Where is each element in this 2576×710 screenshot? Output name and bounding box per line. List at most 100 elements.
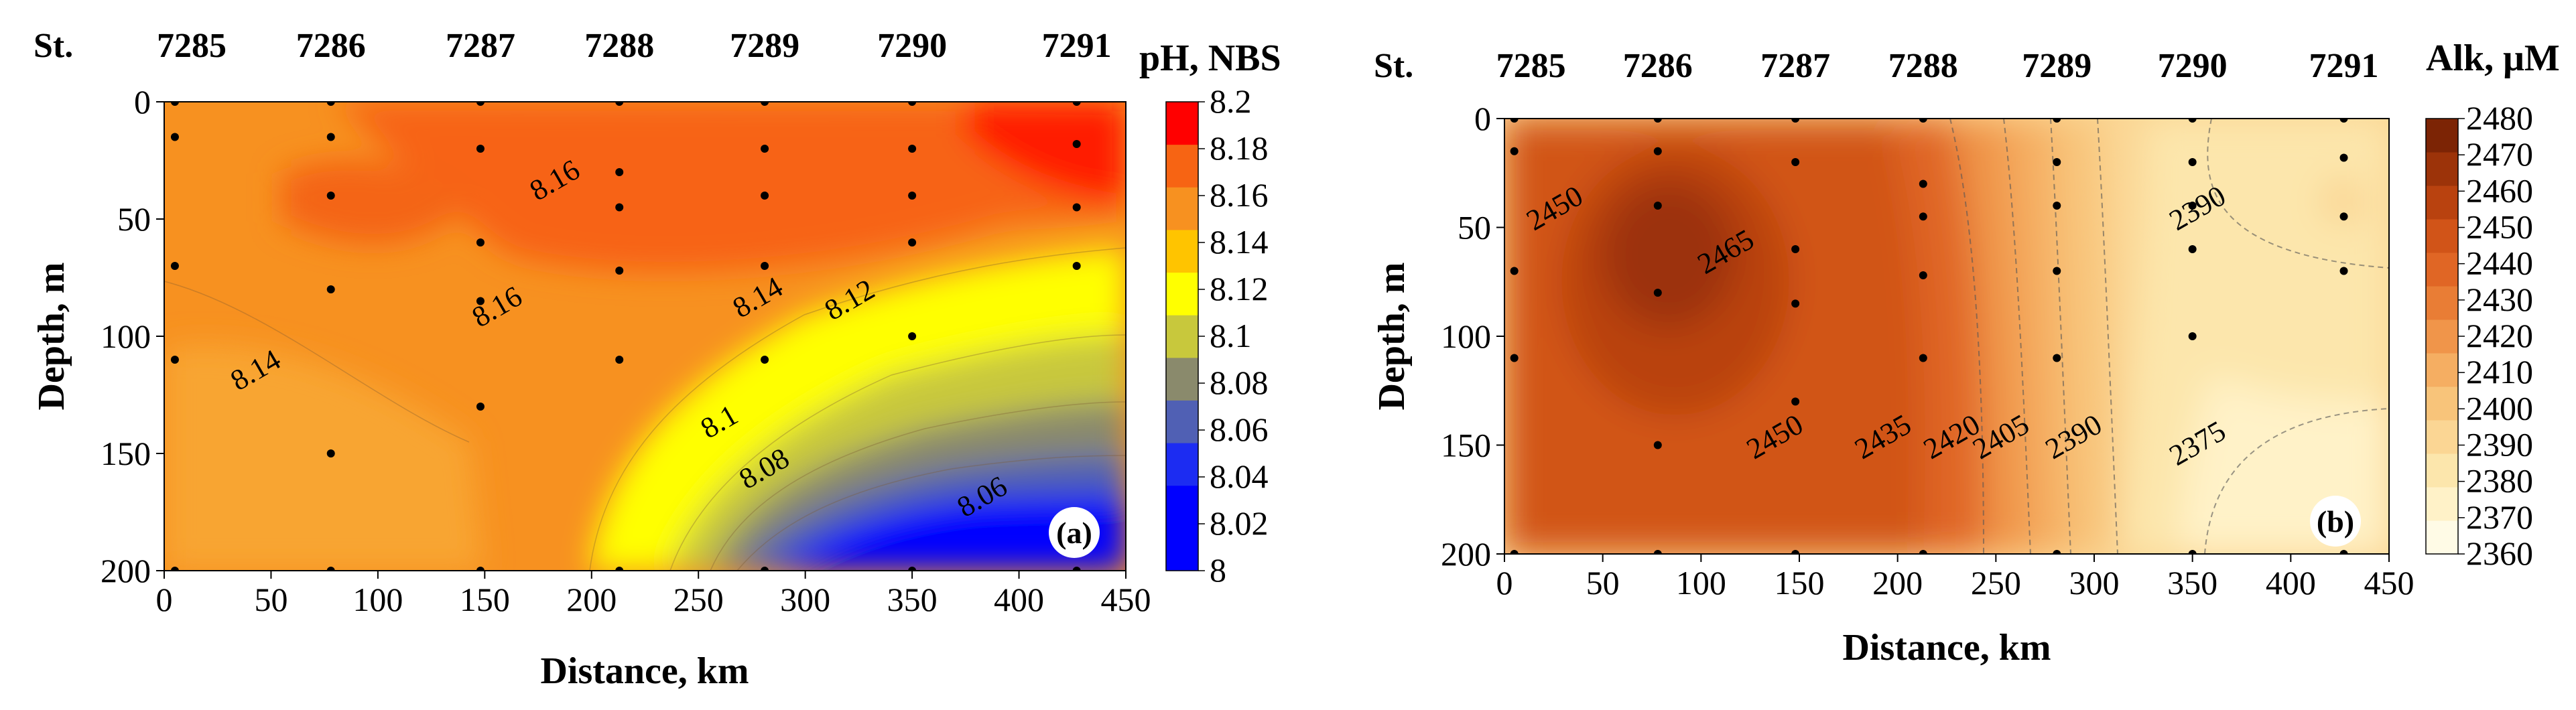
ph-sample-point [476,567,485,571]
ph-sample-point [476,145,485,153]
ph-y-ticks: 0 50 100 150 200 [101,83,164,589]
alk-sample-point [1791,158,1800,166]
ph-sample-points [170,102,1081,571]
ph-region-blue [771,496,1126,571]
alk-region-blob [2319,175,2368,224]
ph-sample-point [326,133,335,141]
ph-sample-point [908,145,917,153]
alk-sample-point [1919,354,1927,362]
alk-sample-point [1653,119,1662,123]
alk-colorbar-label: 2470 [2466,135,2533,173]
ph-x-tick-label: 0 [156,581,173,618]
ph-sample-point [1072,262,1081,270]
ph-panel-tag-badge [1049,507,1100,558]
ph-colorbar-label: 8.14 [1210,223,1269,261]
alk-sample-point [1510,354,1519,362]
ph-sample-point [170,356,179,364]
ph-colorbar-label: 8 [1210,551,1226,589]
ph-sample-point [326,285,335,293]
ph-sample-point [615,267,624,275]
alk-colorbar-segment [2426,219,2458,253]
alk-sample-point [2188,202,2197,210]
ph-colorbar-label: 8.08 [1210,364,1269,401]
alk-x-tick-label: 100 [1676,564,1726,601]
ph-sample-point [326,192,335,200]
ph-colorbar-segment [1166,400,1198,443]
ph-x-tick-label: 250 [673,581,724,618]
ph-sample-point [170,262,179,270]
alk-sample-point [1653,550,1662,554]
ph-x-tick-label: 400 [994,581,1044,618]
alk-colorbar-label: 2410 [2466,353,2533,390]
ph-sample-point [1072,102,1081,106]
alk-sample-points [1510,119,2348,554]
alk-colorbar-segment [2426,386,2458,421]
ph-x-tick-label: 300 [780,581,830,618]
alk-station-labels: 7285 7286 7287 7288 7289 7290 7291 [1496,47,2379,85]
ph-sample-point [761,145,769,153]
alk-colorbar-segment [2426,286,2458,320]
alk-station-7289: 7289 [2022,47,2091,85]
alk-colorbar-segment [2426,453,2458,488]
ph-sample-point [908,102,917,106]
ph-y-tick-label: 150 [101,435,151,472]
alk-x-tick-label: 0 [1496,564,1513,601]
alk-colorbar-segment [2426,152,2458,186]
alk-y-axis-label: Depth, m [1371,263,1413,411]
ph-colorbar-segment [1166,272,1198,315]
alk-colorbar-segment [2426,186,2458,220]
alk-colorbar-label: 2380 [2466,462,2533,500]
ph-station-7287: 7287 [446,27,515,65]
ph-sample-point [1072,140,1081,148]
ph-x-tick-label: 200 [566,581,617,618]
alk-sample-point [1919,550,1927,554]
alk-colorbar-title: Alk, μM [2426,38,2560,79]
ph-sample-point [1072,203,1081,212]
alk-sample-point [1653,289,1662,297]
alk-sample-point [2339,119,2348,123]
ph-sample-point [615,567,624,571]
ph-sample-point [326,567,335,571]
ph-station-7285: 7285 [157,27,227,65]
ph-colorbar-segment [1166,357,1198,401]
alk-x-tick-label: 350 [2167,564,2217,601]
alk-y-tick-label: 50 [1458,209,1491,246]
ph-sample-point [761,262,769,270]
ph-region-low-left [164,346,482,571]
alk-colorbar: 2480247024602450244024302420241024002390… [2425,99,2533,572]
alk-y-tick-label: 0 [1474,100,1491,137]
ph-sample-point [761,356,769,364]
ph-sample-point [170,102,179,106]
ph-colorbar-segment [1166,229,1198,273]
ph-x-axis-label: Distance, km [540,650,749,692]
ph-sample-point [761,567,769,571]
alk-panel-tag: (b) [2317,504,2354,539]
alk-sample-point [2053,158,2061,166]
ph-y-tick-label: 50 [117,200,151,238]
alk-region-band-1 [1950,119,2031,554]
alk-sample-point [1791,550,1800,554]
ph-colorbar-segment [1166,315,1198,358]
alk-sample-point [2053,550,2061,554]
alk-x-tick-label: 50 [1586,564,1620,601]
alk-colorbar-label: 2390 [2466,426,2533,464]
alk-sample-point [2339,267,2348,275]
alk-sample-point [1510,119,1519,123]
alk-x-tick-label: 150 [1775,564,1825,601]
alk-sample-point [2339,550,2348,554]
alk-x-axis-label: Distance, km [1842,627,2051,668]
alk-sample-point [2339,153,2348,162]
alk-sample-point [2053,202,2061,210]
alk-y-tick-label: 100 [1441,317,1491,355]
panel-a: 8.168.168.148.14 8.128.18.088.06 0 50 100 15… [31,27,1281,692]
alk-x-tick-label: 250 [1971,564,2021,601]
ph-sample-point [615,203,624,212]
alk-sample-point [1919,180,1927,188]
alk-contour-lines [1949,119,2389,554]
ph-sample-point [615,168,624,176]
alk-colorbar-label: 2420 [2466,317,2533,354]
alk-sample-point [2053,354,2061,362]
alk-colorbar-label: 2460 [2466,171,2533,209]
